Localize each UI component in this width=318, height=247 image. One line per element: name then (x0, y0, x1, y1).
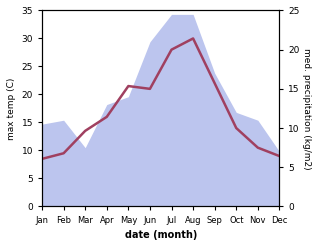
Y-axis label: max temp (C): max temp (C) (7, 77, 16, 140)
Y-axis label: med. precipitation (kg/m2): med. precipitation (kg/m2) (302, 48, 311, 169)
X-axis label: date (month): date (month) (125, 230, 197, 240)
